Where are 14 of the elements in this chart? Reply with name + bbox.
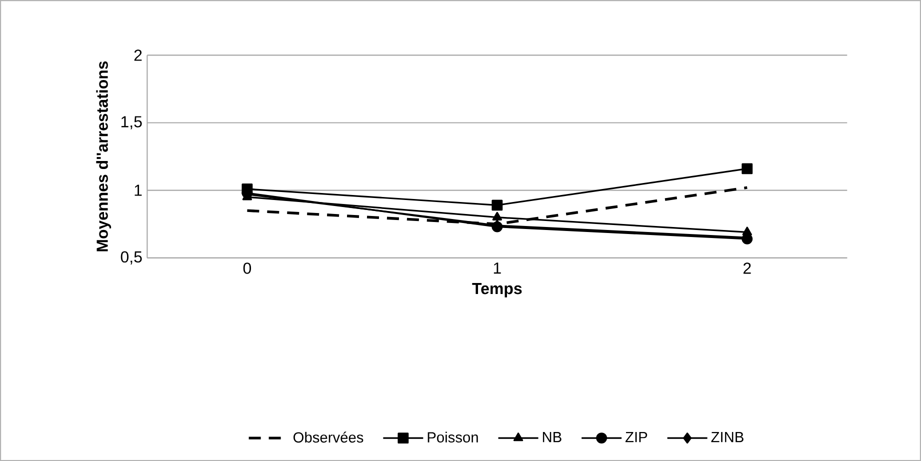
x-axis-title: Temps bbox=[472, 283, 522, 298]
legend-label: Poisson bbox=[428, 432, 478, 442]
y-tick-label: 1 bbox=[134, 184, 142, 196]
legend-label: NB bbox=[542, 432, 562, 442]
x-tick-label: 2 bbox=[743, 262, 751, 274]
y-tick-label: 1,5 bbox=[121, 116, 142, 130]
y-axis-title: Moyennes d''arrestations bbox=[96, 61, 112, 252]
x-tick-label: 1 bbox=[494, 262, 501, 274]
y-tick-label: 2 bbox=[134, 50, 142, 61]
legend-label: ZIP bbox=[626, 432, 648, 442]
x-tick-label: 0 bbox=[243, 262, 252, 274]
y-tick-label: 0,5 bbox=[120, 251, 142, 264]
legend-label: Observées bbox=[293, 432, 364, 443]
legend-label: ZINB bbox=[711, 432, 744, 442]
